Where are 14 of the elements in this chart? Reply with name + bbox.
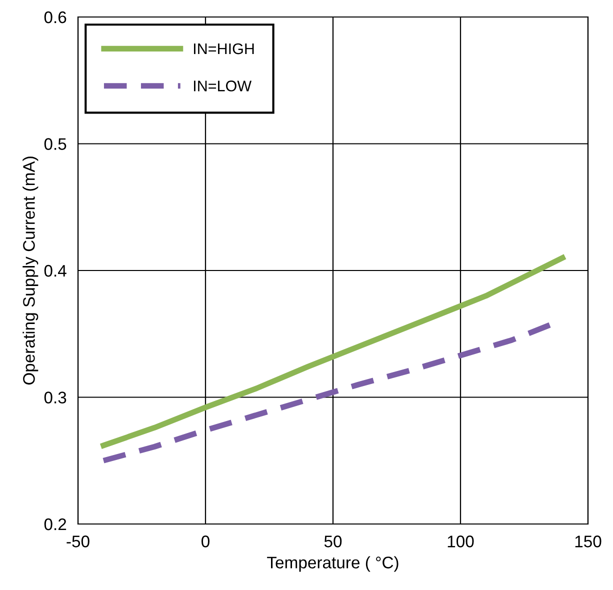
y-tick-label: 0.3 [44,392,66,404]
x-tick-label: 100 [448,536,474,548]
y-tick-label: 0.4 [44,264,66,277]
x-tick-label: -50 [66,536,90,548]
legend-label: IN=HIGH [194,43,254,54]
legend-label: IN=LOW [194,80,252,92]
x-tick-label: 50 [324,536,342,548]
y-tick-label: 0.2 [44,518,66,530]
x-tick-label: 0 [202,536,210,548]
x-axis-title: Temperature ( °C) [267,556,398,572]
y-tick-label: 0.6 [44,11,66,24]
x-tick-label: 150 [575,536,602,548]
y-axis-title: Operating Supply Current (mA) [22,156,38,385]
y-tick-label: 0.5 [44,138,66,150]
